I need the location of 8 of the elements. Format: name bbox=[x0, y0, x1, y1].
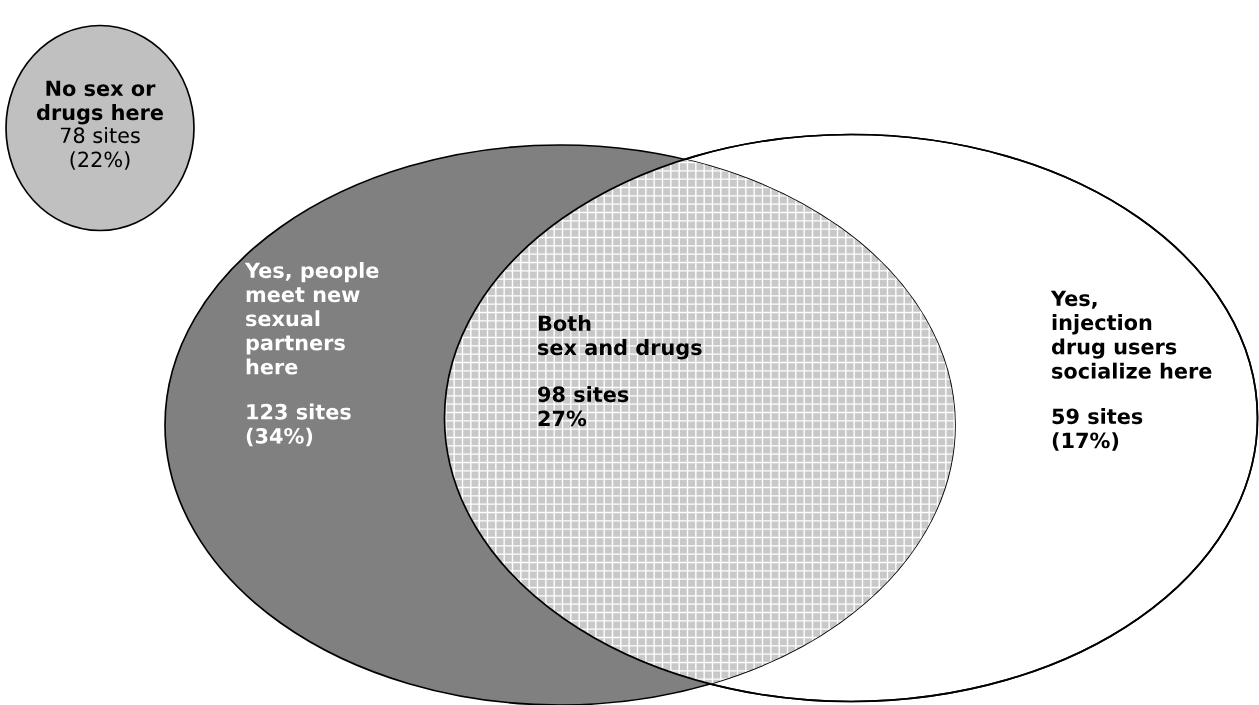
category-label: No sex or drugs here bbox=[36, 80, 163, 125]
data-label: 98 sites 27% bbox=[538, 386, 629, 427]
data-label: 78 sites (22%) bbox=[60, 127, 140, 170]
category-label: Both sex and drugs bbox=[538, 315, 702, 360]
data-label: 59 sites (17%) bbox=[1052, 408, 1143, 451]
category-label: Yes, people meet new sexual partners here bbox=[244, 262, 379, 375]
category-label: Yes, injection drug users socialize here bbox=[1050, 290, 1212, 379]
data-label: 123 sites (34%) bbox=[246, 403, 351, 447]
